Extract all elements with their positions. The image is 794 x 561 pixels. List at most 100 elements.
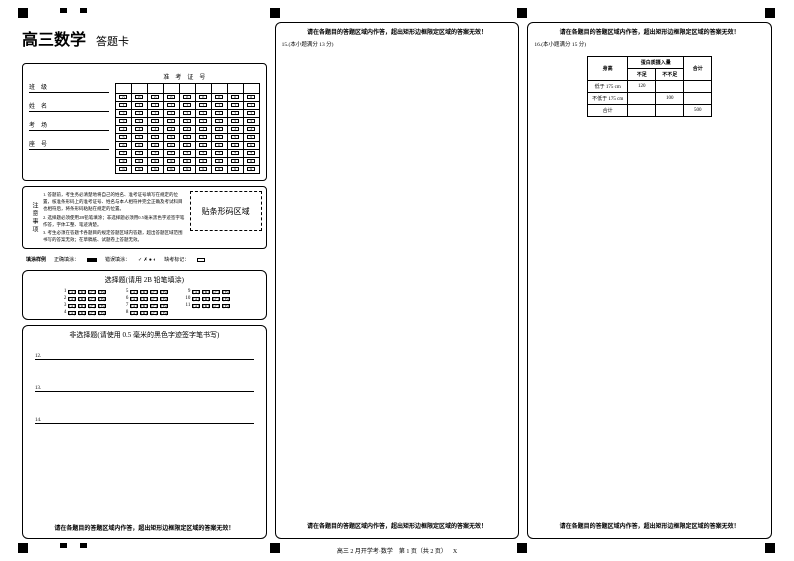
info-field[interactable]: 座号 xyxy=(29,139,109,150)
id-bubble[interactable]: 9 xyxy=(147,166,163,174)
id-bubble[interactable]: 7 xyxy=(179,150,195,158)
id-bubble[interactable]: 0 xyxy=(227,94,243,102)
id-bubble[interactable]: 1 xyxy=(243,102,259,110)
id-bubble[interactable]: 8 xyxy=(179,158,195,166)
id-bubble[interactable]: 2 xyxy=(131,110,147,118)
mc-question[interactable]: 5[A] [B] [C] [D] xyxy=(120,289,168,294)
id-bubble[interactable]: 8 xyxy=(116,158,132,166)
mc-question[interactable]: 9[A] [B] [C] [D] xyxy=(182,289,230,294)
id-bubble[interactable]: 3 xyxy=(243,118,259,126)
id-bubble[interactable]: 6 xyxy=(179,142,195,150)
id-bubble[interactable]: 3 xyxy=(179,118,195,126)
id-bubble[interactable]: 0 xyxy=(211,94,227,102)
id-bubble[interactable]: 0 xyxy=(195,94,211,102)
id-bubble[interactable]: 6 xyxy=(243,142,259,150)
id-bubble[interactable]: 8 xyxy=(243,158,259,166)
mc-question[interactable]: 8[A] [B] [C] [D] xyxy=(120,310,168,315)
id-bubble[interactable]: 1 xyxy=(195,102,211,110)
info-field[interactable]: 考场 xyxy=(29,120,109,131)
id-bubble[interactable]: 1 xyxy=(131,102,147,110)
id-bubble[interactable]: 7 xyxy=(227,150,243,158)
id-bubble[interactable]: 0 xyxy=(179,94,195,102)
id-bubble[interactable]: 5 xyxy=(227,134,243,142)
id-bubble[interactable]: 4 xyxy=(147,126,163,134)
id-bubble[interactable]: 9 xyxy=(131,166,147,174)
id-bubble[interactable]: 9 xyxy=(211,166,227,174)
mc-question[interactable]: 4[A] [B] [C] [D] xyxy=(58,310,106,315)
id-bubble[interactable]: 4 xyxy=(195,126,211,134)
id-bubble[interactable]: 7 xyxy=(195,150,211,158)
fill-blank-line[interactable]: 14. xyxy=(35,410,254,424)
id-bubble[interactable]: 8 xyxy=(227,158,243,166)
id-bubble[interactable]: 4 xyxy=(163,126,179,134)
info-field[interactable]: 姓名 xyxy=(29,101,109,112)
id-bubble[interactable]: 2 xyxy=(116,110,132,118)
fill-blank-line[interactable]: 13. xyxy=(35,378,254,392)
id-bubble[interactable]: 4 xyxy=(227,126,243,134)
id-bubble[interactable]: 8 xyxy=(163,158,179,166)
id-bubble[interactable]: 6 xyxy=(195,142,211,150)
id-bubble[interactable]: 3 xyxy=(211,118,227,126)
mc-question[interactable]: 11[A] [B] [C] [D] xyxy=(182,303,230,308)
id-bubble[interactable]: 1 xyxy=(227,102,243,110)
id-bubble[interactable]: 1 xyxy=(116,102,132,110)
id-bubble[interactable]: 1 xyxy=(179,102,195,110)
id-bubble[interactable]: 7 xyxy=(163,150,179,158)
id-bubble[interactable]: 6 xyxy=(131,142,147,150)
id-bubble[interactable]: 7 xyxy=(131,150,147,158)
id-bubble[interactable]: 8 xyxy=(211,158,227,166)
id-bubble[interactable]: 2 xyxy=(163,110,179,118)
id-bubble[interactable]: 3 xyxy=(131,118,147,126)
mc-question[interactable]: 2[A] [B] [C] [D] xyxy=(58,296,106,301)
mc-question[interactable]: 3[A] [B] [C] [D] xyxy=(58,303,106,308)
id-bubble[interactable]: 8 xyxy=(195,158,211,166)
id-bubble[interactable]: 9 xyxy=(116,166,132,174)
id-bubble[interactable]: 2 xyxy=(195,110,211,118)
id-bubble[interactable]: 7 xyxy=(211,150,227,158)
id-bubble[interactable]: 3 xyxy=(147,118,163,126)
mc-question[interactable]: 1[A] [B] [C] [D] xyxy=(58,289,106,294)
id-bubble[interactable]: 5 xyxy=(243,134,259,142)
id-bubble[interactable]: 6 xyxy=(211,142,227,150)
id-bubble[interactable]: 2 xyxy=(227,110,243,118)
id-bubble[interactable]: 0 xyxy=(116,94,132,102)
id-bubble[interactable]: 6 xyxy=(116,142,132,150)
id-bubble[interactable]: 8 xyxy=(131,158,147,166)
id-bubble[interactable]: 2 xyxy=(179,110,195,118)
id-bubble[interactable]: 2 xyxy=(147,110,163,118)
id-bubble[interactable]: 4 xyxy=(211,126,227,134)
id-bubble[interactable]: 5 xyxy=(163,134,179,142)
id-bubble[interactable]: 1 xyxy=(211,102,227,110)
id-bubble[interactable]: 3 xyxy=(116,118,132,126)
id-bubble[interactable]: 5 xyxy=(131,134,147,142)
id-bubble[interactable]: 7 xyxy=(147,150,163,158)
id-bubble[interactable]: 6 xyxy=(163,142,179,150)
id-bubble[interactable]: 6 xyxy=(227,142,243,150)
id-bubble[interactable]: 6 xyxy=(147,142,163,150)
id-bubble[interactable]: 0 xyxy=(131,94,147,102)
id-bubble[interactable]: 3 xyxy=(163,118,179,126)
id-bubble[interactable]: 9 xyxy=(179,166,195,174)
id-bubble[interactable]: 1 xyxy=(163,102,179,110)
id-bubble[interactable]: 2 xyxy=(243,110,259,118)
mc-question[interactable]: 7[A] [B] [C] [D] xyxy=(120,303,168,308)
id-bubble[interactable]: 3 xyxy=(195,118,211,126)
mc-question[interactable]: 10[A] [B] [C] [D] xyxy=(182,296,230,301)
id-bubble[interactable]: 7 xyxy=(243,150,259,158)
id-bubble[interactable]: 9 xyxy=(227,166,243,174)
id-bubble[interactable]: 9 xyxy=(243,166,259,174)
fill-blank-line[interactable]: 12. xyxy=(35,346,254,360)
id-bubble[interactable]: 8 xyxy=(147,158,163,166)
id-bubble[interactable]: 2 xyxy=(211,110,227,118)
id-bubble[interactable]: 4 xyxy=(243,126,259,134)
id-bubble[interactable]: 0 xyxy=(147,94,163,102)
id-bubble[interactable]: 5 xyxy=(179,134,195,142)
id-bubble[interactable]: 5 xyxy=(147,134,163,142)
id-bubble[interactable]: 1 xyxy=(147,102,163,110)
id-bubble[interactable]: 9 xyxy=(163,166,179,174)
id-bubble[interactable]: 3 xyxy=(227,118,243,126)
info-field[interactable]: 班级 xyxy=(29,82,109,93)
id-bubble[interactable]: 4 xyxy=(179,126,195,134)
id-bubble[interactable]: 5 xyxy=(116,134,132,142)
id-bubble[interactable]: 9 xyxy=(195,166,211,174)
